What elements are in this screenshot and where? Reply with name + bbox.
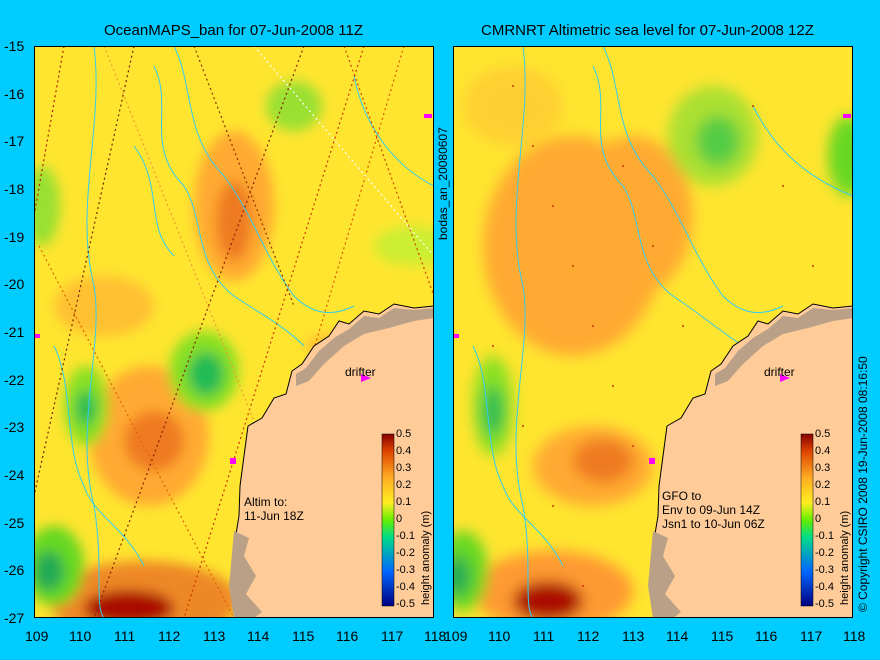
cb-tick: -0.3	[396, 564, 415, 576]
x-tick: 116	[755, 628, 778, 644]
cb-tick: -0.1	[396, 530, 415, 542]
cb-tick: 0	[815, 513, 822, 525]
x-tick: 109	[444, 628, 468, 644]
x-tick: 112	[577, 628, 600, 644]
shark-bay	[229, 531, 262, 618]
altimeter-track-points	[492, 85, 814, 587]
x-tick: 111	[114, 628, 136, 644]
right-colorbar-label: height anomaly (m)	[839, 510, 851, 605]
x-tick: 110	[488, 628, 511, 644]
map-frame	[34, 46, 434, 618]
y-tick: -18	[4, 181, 25, 197]
x-tick: 114	[247, 628, 270, 644]
x-tick: 110	[69, 628, 92, 644]
cb-tick: 0.1	[815, 496, 831, 508]
cb-tick: 0.2	[396, 479, 412, 491]
y-tick: -16	[4, 86, 25, 102]
y-tick: -22	[4, 372, 25, 388]
coastal-shelf	[296, 308, 434, 386]
cb-tick: 0.3	[815, 462, 831, 474]
shark-bay	[648, 531, 681, 618]
left-colorbar-label: height anomaly (m)	[420, 510, 432, 605]
x-tick: 112	[158, 628, 181, 644]
y-tick: -21	[4, 324, 25, 340]
cb-tick: 0.4	[815, 445, 831, 457]
cb-tick: 0.5	[396, 428, 412, 440]
y-tick: -23	[4, 419, 25, 435]
depth-contours	[53, 46, 434, 618]
x-tick: 111	[533, 628, 555, 644]
right-map: drifter	[453, 46, 853, 618]
x-tick: 117	[381, 628, 404, 644]
x-tick: 113	[622, 628, 645, 644]
x-tick: 118	[843, 628, 866, 644]
drifter-label: drifter	[345, 365, 376, 379]
y-tick: -15	[4, 38, 25, 54]
x-tick: 118	[424, 628, 447, 644]
anomaly-field	[34, 81, 434, 618]
cb-tick: -0.4	[396, 581, 415, 593]
cb-tick: -0.2	[815, 547, 834, 559]
colorbar	[800, 433, 814, 607]
x-tick: 113	[203, 628, 226, 644]
anomaly-field	[453, 66, 853, 618]
copyright-label: © Copyright CSIRO 2008 19-Jun-2008 08:16…	[856, 356, 870, 612]
coastal-shelf	[715, 308, 853, 386]
depth-contours	[472, 46, 853, 618]
cb-tick: 0.5	[815, 428, 831, 440]
y-tick: -24	[4, 467, 25, 483]
x-tick: 116	[336, 628, 359, 644]
drifter-markers	[34, 114, 432, 464]
drifter-label: drifter	[764, 365, 795, 379]
y-tick: -27	[4, 610, 25, 626]
cb-tick: -0.3	[815, 564, 834, 576]
colorbar	[381, 433, 395, 607]
drifter-markers	[453, 114, 851, 464]
x-tick: 109	[25, 628, 49, 644]
cb-tick: -0.5	[815, 598, 834, 610]
cb-tick: -0.4	[815, 581, 834, 593]
y-tick: -26	[4, 562, 25, 578]
y-tick: -17	[4, 133, 25, 149]
cb-tick: -0.5	[396, 598, 415, 610]
cb-tick: 0.4	[396, 445, 412, 457]
analysis-id-label: bodas_an_20080607	[436, 127, 450, 240]
x-tick: 114	[666, 628, 689, 644]
cb-tick: -0.1	[815, 530, 834, 542]
left-map: drifter	[34, 46, 434, 618]
cb-tick: -0.2	[396, 547, 415, 559]
cb-tick: 0	[396, 513, 403, 525]
x-tick: 117	[800, 628, 823, 644]
y-tick: -25	[4, 515, 25, 531]
right-altim-note: GFO to Env to 09-Jun 14Z Jsn1 to 10-Jun …	[662, 489, 765, 531]
left-altim-note: Altim to: 11-Jun 18Z	[244, 495, 304, 523]
y-tick: -19	[4, 229, 25, 245]
map-frame	[453, 46, 853, 618]
cb-tick: 0.3	[396, 462, 412, 474]
left-map-title: OceanMAPS_ban for 07-Jun-2008 11Z	[104, 22, 364, 39]
y-tick: -20	[4, 276, 25, 292]
cb-tick: 0.2	[815, 479, 831, 491]
right-map-title: CMRNRT Altimetric sea level for 07-Jun-2…	[481, 22, 814, 39]
x-tick: 115	[292, 628, 315, 644]
altimeter-tracks	[34, 46, 434, 618]
x-tick: 115	[711, 628, 734, 644]
cb-tick: 0.1	[396, 496, 412, 508]
